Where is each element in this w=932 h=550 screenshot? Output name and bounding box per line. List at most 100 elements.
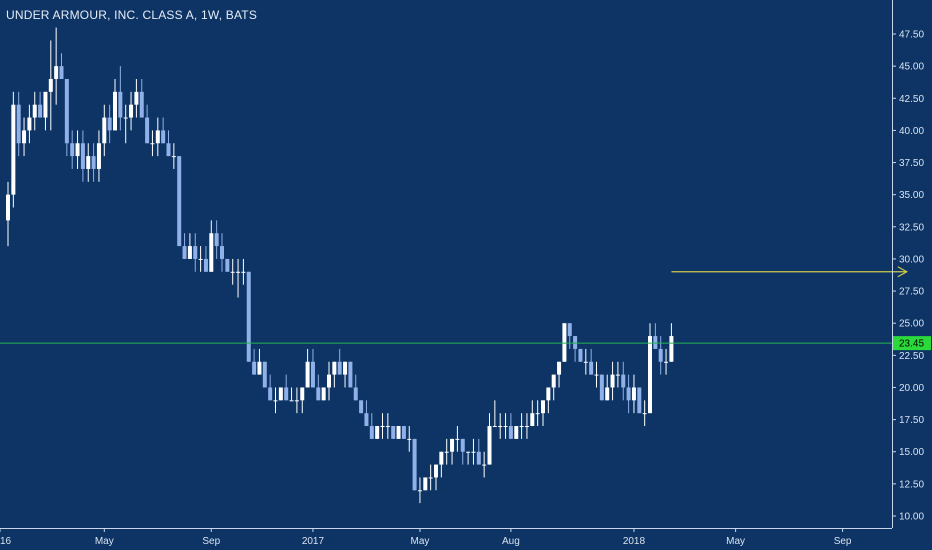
candle: [557, 361, 562, 388]
candle-body: [54, 66, 59, 79]
candle: [300, 387, 305, 414]
candle: [236, 258, 241, 298]
candle: [487, 413, 492, 465]
candle-body: [589, 361, 594, 375]
candle-body: [96, 143, 101, 169]
candle-body: [300, 387, 305, 401]
candle: [412, 438, 417, 491]
candle-body: [482, 464, 487, 466]
candle: [621, 361, 626, 401]
candle: [583, 348, 588, 375]
candle: [107, 104, 112, 144]
candle-body: [369, 426, 374, 439]
y-tick-label: 42.50: [899, 94, 924, 105]
candle: [155, 117, 160, 157]
candle: [599, 374, 604, 401]
candle-body: [236, 271, 241, 273]
candle-body: [353, 387, 358, 401]
candle-body: [150, 143, 155, 145]
x-tick-label: Sep: [834, 536, 852, 547]
candle-body: [107, 117, 112, 131]
y-tick-label: 32.50: [899, 222, 924, 233]
candle: [396, 426, 401, 439]
candle-body: [327, 374, 331, 388]
candle-body: [11, 104, 16, 195]
candle-body: [230, 271, 235, 273]
candle: [289, 387, 294, 402]
candle: [508, 413, 513, 439]
candles-group: [6, 27, 674, 504]
x-tick-label: May: [95, 536, 114, 547]
candle-body: [546, 387, 551, 401]
candle-body: [289, 400, 294, 402]
candle-body: [455, 438, 460, 440]
candle-body: [16, 104, 21, 144]
candle: [610, 361, 615, 401]
candle-body: [161, 130, 166, 144]
candle: [75, 130, 80, 169]
candle-body: [514, 426, 519, 439]
candle-body: [631, 387, 636, 401]
candle-body: [59, 66, 64, 79]
candle-body: [305, 361, 310, 388]
candle: [225, 258, 230, 272]
current-price-tag-box: [893, 336, 931, 351]
candle-body: [401, 426, 406, 439]
candle: [482, 451, 487, 478]
candle: [241, 258, 246, 285]
candle-body: [193, 246, 198, 259]
candle-body: [621, 374, 626, 388]
x-tick-label: May: [726, 536, 745, 547]
candle: [653, 323, 658, 349]
candle: [177, 156, 182, 247]
chart-title: UNDER ARMOUR, INC. CLASS A, 1W, BATS: [6, 8, 258, 22]
candle: [471, 438, 476, 465]
candle: [380, 413, 385, 439]
candle-body: [182, 246, 187, 259]
candle: [209, 220, 214, 272]
candle-body: [203, 258, 208, 272]
candle: [102, 104, 107, 157]
candle: [669, 323, 674, 362]
candle: [578, 348, 583, 362]
candle-body: [22, 130, 27, 144]
arrow-annotation: [671, 266, 909, 278]
y-tick-label: 47.50: [899, 30, 924, 41]
candle-body: [599, 374, 604, 401]
candle-body: [428, 477, 433, 479]
candle-body: [524, 426, 529, 428]
candle-body: [385, 426, 390, 428]
candle-body: [278, 387, 283, 401]
y-tick-label: 27.50: [899, 287, 924, 298]
candle-body: [519, 426, 524, 428]
candle: [460, 438, 465, 465]
candle: [476, 438, 481, 465]
candle-body: [129, 104, 134, 118]
y-tick-label: 25.00: [899, 319, 924, 330]
candle-body: [80, 143, 85, 169]
candle: [187, 233, 192, 259]
candle-body: [123, 117, 128, 119]
candle-body: [562, 323, 567, 362]
candle-body: [364, 413, 369, 427]
candle: [503, 413, 508, 439]
candle-body: [310, 361, 315, 388]
candle: [573, 336, 578, 362]
candle: [139, 78, 144, 118]
candle: [391, 426, 396, 439]
candle: [332, 361, 337, 388]
y-tick-label: 45.00: [899, 62, 924, 73]
candle: [514, 426, 519, 439]
candle-body: [417, 490, 422, 492]
arrow-head: [897, 266, 909, 278]
candle: [530, 400, 535, 427]
x-tick-label: Sep: [202, 536, 220, 547]
candle-body: [166, 143, 171, 157]
candle: [353, 374, 358, 401]
candle-body: [615, 374, 620, 376]
candle-body: [220, 246, 224, 259]
candle-body: [664, 361, 669, 363]
candle: [59, 53, 64, 79]
candle: [327, 361, 331, 401]
